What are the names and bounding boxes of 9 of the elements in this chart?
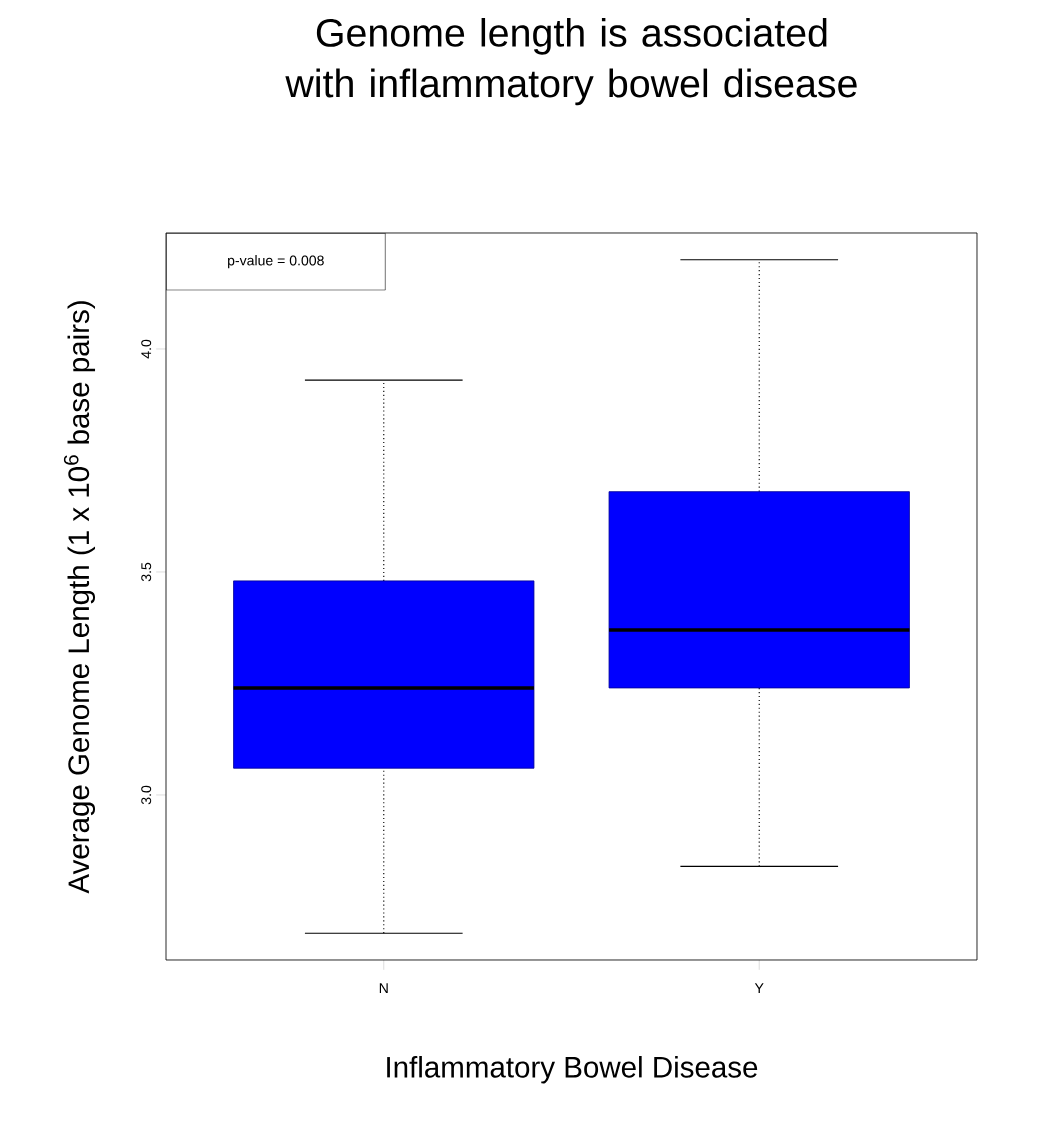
x-tick-label: N <box>379 983 388 993</box>
y-tick-label: 4.0 <box>141 339 152 359</box>
y-tick-label: 3.5 <box>141 562 152 582</box>
y-axis-title: Average Genome Length (1 x 10$^{6}$ base pairs) <box>64 301 96 894</box>
y-tick-label: 3.0 <box>141 785 152 805</box>
chart-title: Genome length is associated with inflammatory bowel disease <box>285 17 857 106</box>
x-tick-label: Y <box>755 983 764 993</box>
x-axis-title: Inflammatory Bowel Disease <box>387 1055 758 1084</box>
annotation: p-value = 0.008 <box>228 255 324 269</box>
